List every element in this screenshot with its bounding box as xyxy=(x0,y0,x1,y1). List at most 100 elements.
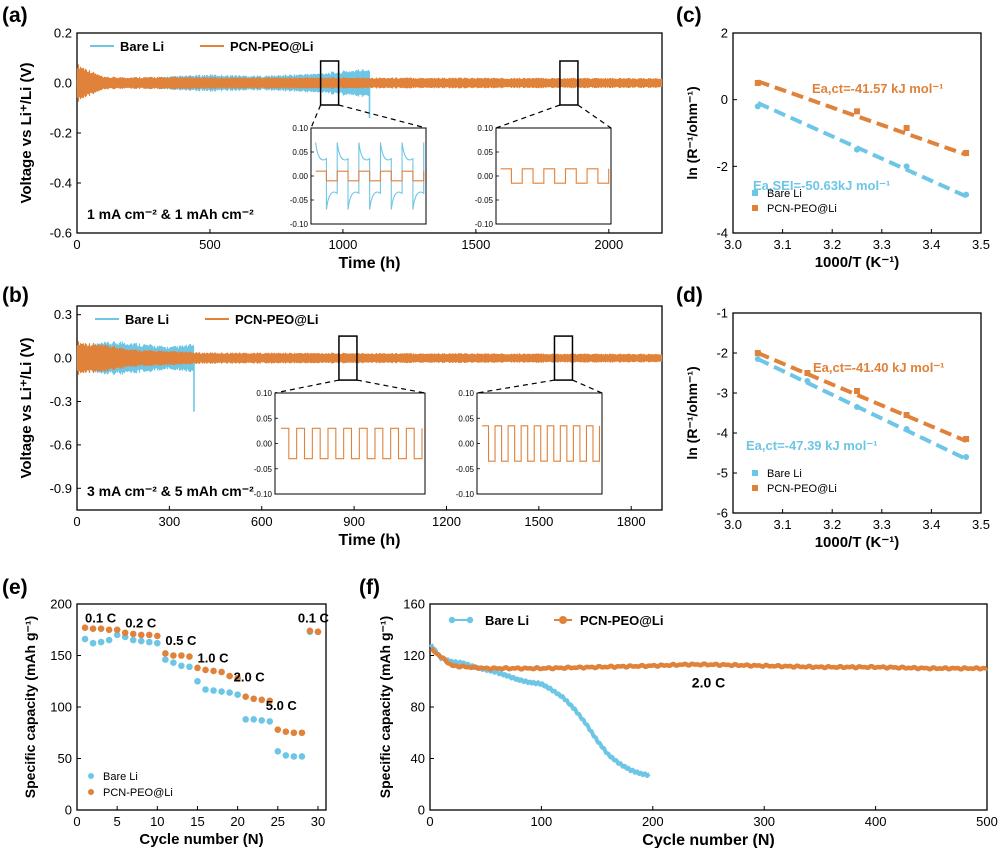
panel-c: (c) 3.0 3.1 3.2 3.3 3.4 3.5 -4 -2 0 2 1000/T (K⁻¹) l… xyxy=(676,4,990,271)
panel-label: (d) xyxy=(676,284,703,307)
inset-y-tick-label: 0.00 xyxy=(256,440,272,449)
zoom-region-box xyxy=(559,60,579,106)
y-tick-label: -4 xyxy=(716,426,728,441)
data-point-pcn-peo-li xyxy=(258,696,266,704)
data-point-bare-li xyxy=(145,638,153,646)
data-point-bare-li xyxy=(105,636,113,644)
rate-label: 1.0 C xyxy=(197,651,229,666)
data-point-pcn-peo-li xyxy=(178,652,185,659)
zoom-connector xyxy=(572,379,603,394)
data-point-pcn-peo-li xyxy=(903,412,910,418)
y-tick-label: 2 xyxy=(721,26,728,41)
x-tick-label: 1000 xyxy=(328,237,357,252)
data-point-pcn-peo-li xyxy=(89,625,97,633)
rate-label: 2.0 C xyxy=(234,669,266,684)
data-point-bare-li xyxy=(854,404,860,410)
series-pcn-peo-li xyxy=(429,646,989,672)
x-tick-label: 25 xyxy=(271,814,285,829)
legend-marker xyxy=(752,485,758,491)
inset-y-tick-label: 0.00 xyxy=(292,172,308,181)
series-pcn-peo-li xyxy=(76,64,663,102)
data-point-bare-li xyxy=(154,639,161,647)
data-point-bare-li xyxy=(274,747,282,755)
x-tick-label: 300 xyxy=(159,514,181,529)
data-point-bare-li xyxy=(258,717,266,724)
data-point-pcn-peo-li xyxy=(298,729,306,737)
data-point-pcn-peo-li xyxy=(145,631,153,639)
fit-line-bare-li xyxy=(756,101,967,199)
data-point-bare-li xyxy=(754,356,761,362)
panel-label: (a) xyxy=(2,4,28,27)
data-point-pcn-peo-li xyxy=(202,666,209,674)
data-point-pcn-peo-li xyxy=(234,674,241,682)
data-point-pcn-peo-li xyxy=(754,80,761,86)
y-tick-label: 0 xyxy=(65,803,72,818)
inset-y-tick-label: 0.00 xyxy=(458,440,474,449)
activation-energy-label: Ea,ct=-41.40 kJ mol⁻¹ xyxy=(813,360,945,375)
x-tick-label: 20 xyxy=(230,814,244,829)
inset-y-tick-label: -0.05 xyxy=(254,465,273,474)
inset-y-tick-label: 0.10 xyxy=(292,124,308,133)
zoom-connector xyxy=(310,104,322,129)
data-point-pcn-peo-li xyxy=(250,695,258,703)
data-point-pcn-peo-li xyxy=(97,625,105,633)
y-axis-label: ln (R⁻¹/ohm⁻¹) xyxy=(684,86,700,179)
data-point-bare-li xyxy=(963,191,970,198)
legend-marker xyxy=(752,470,758,476)
x-tick-label: 3.3 xyxy=(873,517,891,532)
inset-y-tick-label: 0.10 xyxy=(458,389,474,398)
y-tick-label: -2 xyxy=(716,159,728,174)
y-tick-label: -0.6 xyxy=(50,226,72,241)
test-condition-annotation: 1 mA cm⁻² & 1 mAh cm⁻² xyxy=(87,206,254,222)
y-tick-label: -0.6 xyxy=(50,437,72,452)
y-tick-label: 40 xyxy=(411,751,425,766)
panel-d: (d) 3.0 3.1 3.2 3.3 3.4 3.5 -6 -5 -4 -3 -2 -1 1000/T … xyxy=(676,284,990,551)
data-point-pcn-peo-li xyxy=(105,626,113,634)
inset-y-tick-label: 0.10 xyxy=(256,389,272,398)
zoom-region-box xyxy=(319,60,340,106)
y-tick-label: 0 xyxy=(418,803,425,818)
x-tick-label: 2000 xyxy=(594,237,623,252)
zoom-connector xyxy=(338,104,427,129)
data-point-pcn-peo-li xyxy=(282,728,290,736)
x-tick-label: 3.2 xyxy=(823,237,841,252)
legend-label: PCN-PEO@Li xyxy=(103,787,173,799)
panel-label: (e) xyxy=(2,576,28,599)
rate-label: 0.5 C xyxy=(165,633,197,648)
data-point-bare-li xyxy=(250,716,258,723)
x-tick-label: 300 xyxy=(753,814,775,829)
zoom-connector xyxy=(495,104,561,129)
x-tick-label: 0 xyxy=(73,514,80,529)
data-point-bare-li xyxy=(194,677,201,685)
data-point-bare-li xyxy=(963,454,970,460)
plot-frame xyxy=(76,305,663,511)
inset-series-pcn-peo-li xyxy=(281,427,423,460)
data-point-pcn-peo-li xyxy=(218,668,225,676)
x-axis-label: 1000/T (K⁻¹) xyxy=(815,534,900,551)
data-point-pcn-peo-li xyxy=(290,729,298,737)
zoom-connector xyxy=(476,379,555,394)
data-point-pcn-peo-li xyxy=(804,370,811,376)
x-tick-label: 3.0 xyxy=(724,237,742,252)
y-axis-label: Specific capacity (mAh g⁻¹) xyxy=(377,616,393,798)
legend-label: PCN-PEO@Li xyxy=(230,39,313,54)
y-axis-label: ln (R⁻¹/ohm⁻¹) xyxy=(684,366,700,459)
legend-marker xyxy=(559,616,567,624)
y-tick-label: 120 xyxy=(403,648,425,663)
inset-frame xyxy=(476,392,603,495)
x-axis-label: Cycle number (N) xyxy=(642,832,774,848)
legend-marker xyxy=(752,190,758,196)
y-tick-label: -0.4 xyxy=(50,176,72,191)
legend-label: Bare Li xyxy=(767,188,802,200)
inset-y-tick-label: -0.05 xyxy=(475,196,494,205)
inset-frame xyxy=(274,392,426,495)
y-tick-label: 0.2 xyxy=(54,26,72,41)
legend-marker xyxy=(752,205,758,211)
x-tick-label: 3.1 xyxy=(774,517,792,532)
x-tick-label: 5 xyxy=(114,814,121,829)
fit-line-pcn-peo-li xyxy=(757,351,967,443)
data-point-bare-li xyxy=(226,689,233,696)
data-point-pcn-peo-li xyxy=(963,150,970,156)
inset-series-pcn-peo-li xyxy=(500,168,610,184)
legend-marker xyxy=(88,789,94,795)
